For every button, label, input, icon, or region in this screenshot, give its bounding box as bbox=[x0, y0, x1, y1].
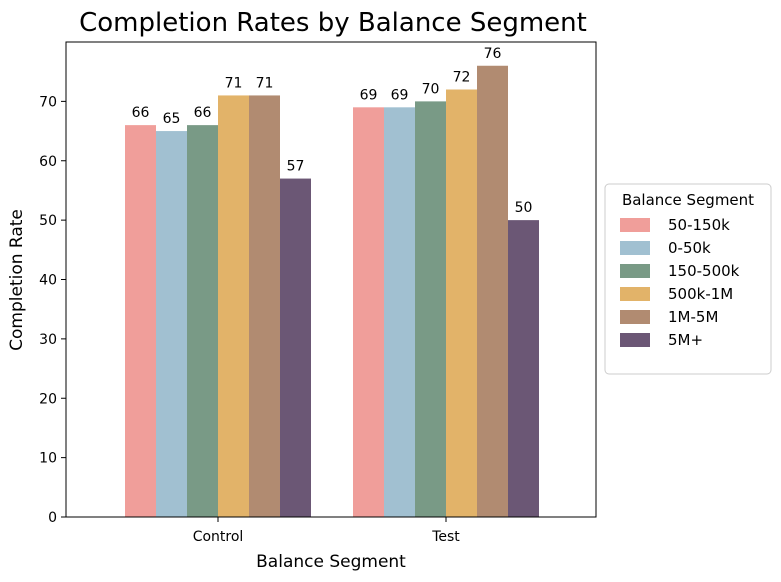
legend-swatch bbox=[620, 287, 650, 301]
bar-control-50-150k bbox=[125, 125, 156, 517]
y-tick-label: 20 bbox=[39, 391, 57, 407]
bar-test-150-500k bbox=[415, 101, 446, 517]
y-tick-label: 10 bbox=[39, 451, 57, 467]
legend-entry-label: 50-150k bbox=[668, 216, 730, 234]
bar-control-0-50k bbox=[156, 131, 187, 517]
plot-area: 66 65 66 71 71 57 69 69 70 72 76 50 0 10 20 30 40 50 60 70 C… bbox=[39, 41, 597, 545]
bar-test-0-50k bbox=[384, 107, 415, 517]
y-axis-label: Completion Rate bbox=[7, 209, 27, 351]
bar-value-label: 57 bbox=[287, 159, 305, 175]
x-axis-label: Balance Segment bbox=[256, 552, 406, 572]
legend-swatch bbox=[620, 264, 650, 278]
y-tick-label: 70 bbox=[39, 94, 57, 110]
chart-title: Completion Rates by Balance Segment bbox=[79, 8, 587, 38]
y-tick-label: 50 bbox=[39, 213, 57, 229]
bar-control-500k-1m bbox=[218, 95, 249, 517]
legend-items: 50-150k 0-50k 150-500k 500k-1M 1M-5M 5M+ bbox=[620, 216, 740, 349]
bar-value-label: 65 bbox=[163, 111, 181, 127]
legend-swatch bbox=[620, 333, 650, 347]
x-tick-label: Test bbox=[431, 529, 460, 545]
bar-value-label: 50 bbox=[515, 200, 533, 216]
bar-value-label: 69 bbox=[360, 87, 378, 103]
legend: Balance Segment 50-150k 0-50k 150-500k 500k… bbox=[604, 183, 772, 375]
legend-entry-label: 1M-5M bbox=[668, 308, 718, 326]
bar-value-label: 66 bbox=[132, 105, 150, 121]
legend-entry-label: 150-500k bbox=[668, 262, 740, 280]
y-tick-label: 40 bbox=[39, 273, 57, 289]
legend-swatch bbox=[620, 310, 650, 324]
bar-value-label: 69 bbox=[391, 87, 409, 103]
bar-value-label: 71 bbox=[256, 75, 274, 91]
bar-value-label: 71 bbox=[225, 75, 243, 91]
bar-test-500k-1m bbox=[446, 89, 477, 517]
legend-swatch bbox=[620, 218, 650, 232]
y-tick-label: 30 bbox=[39, 332, 57, 348]
bar-test-50-150k bbox=[353, 107, 384, 517]
bar-control-1m-5m bbox=[249, 95, 280, 517]
bar-value-label: 66 bbox=[194, 105, 212, 121]
bar-value-label: 72 bbox=[453, 70, 471, 86]
bar-test-1m-5m bbox=[477, 65, 508, 517]
bar-value-label: 76 bbox=[484, 46, 502, 62]
x-tick-label: Control bbox=[193, 529, 244, 545]
legend-entry-label: 0-50k bbox=[668, 239, 711, 257]
bar-test-5m- bbox=[508, 220, 539, 517]
y-tick-label: 60 bbox=[39, 154, 57, 170]
bar-control-150-500k bbox=[187, 125, 218, 517]
legend-swatch bbox=[620, 241, 650, 255]
bar-control-5m- bbox=[280, 178, 311, 517]
legend-title: Balance Segment bbox=[622, 191, 754, 209]
y-tick-label: 0 bbox=[48, 510, 57, 526]
bar-value-label: 70 bbox=[422, 81, 440, 97]
legend-entry-label: 500k-1M bbox=[668, 285, 733, 303]
legend-entry-label: 5M+ bbox=[668, 331, 703, 349]
